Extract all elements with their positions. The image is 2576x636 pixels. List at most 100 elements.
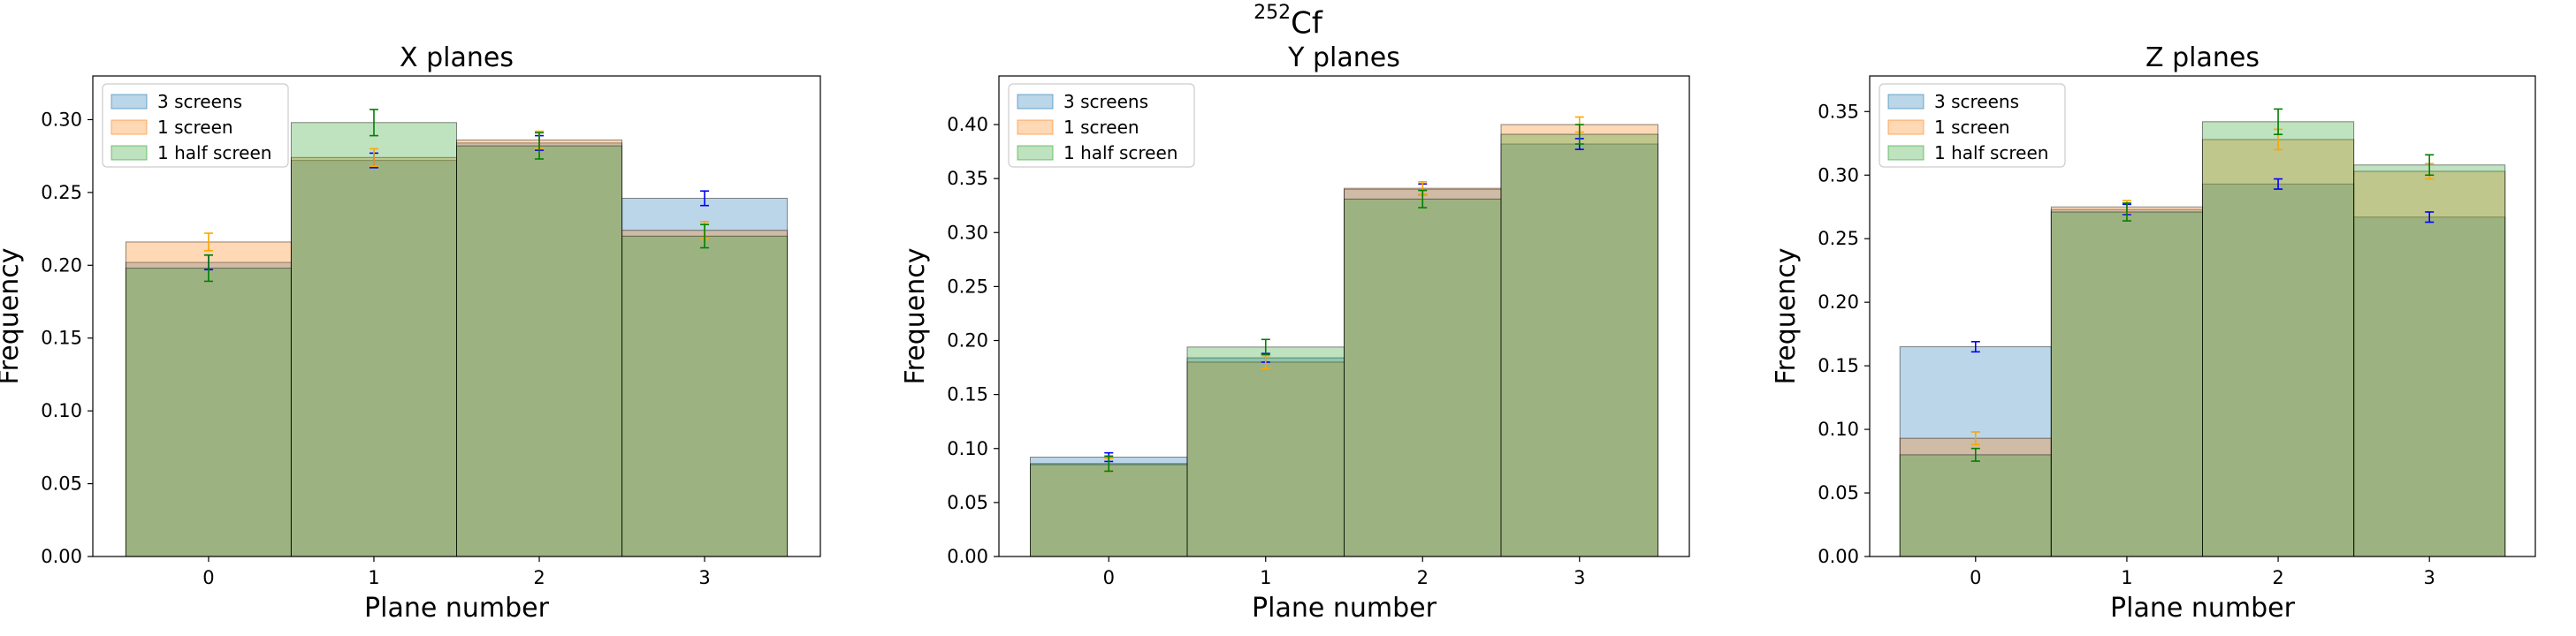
bar-3-screens-0 [1030,457,1188,557]
legend-label-3-screens: 3 screens [157,91,242,112]
bar-1-screen-1 [290,156,458,557]
bar-1-half-screen-1 [1186,346,1345,557]
bar-3-screens-1 [1186,357,1345,557]
bar-3-screens-2 [2202,183,2355,557]
bar-1-half-screen-1 [2050,211,2203,557]
bar-1-half-screen-2 [2202,121,2355,557]
y-tick-label-1: 0.05 [1818,482,1859,504]
figure-suptitle: 252Cf [0,2,2576,42]
bar-1-screen-2 [1344,187,1502,557]
legend-swatch-1-half-screen [111,145,148,161]
x-axis-label: Plane number [364,593,550,624]
bar-1-half-screen-0 [125,268,292,557]
y-tick-label-4: 0.20 [1818,292,1859,313]
bar-1-half-screen-3 [2353,164,2506,557]
legend-swatch-1-screen [1017,119,1054,135]
suptitle-isotope-mass: 252 [1254,2,1292,24]
bar-3-screens-0 [125,261,292,557]
bar-1-half-screen-0 [1899,454,2052,557]
x-tick-label-3: 3 [1574,567,1585,588]
y-tick-label-8: 0.40 [947,114,988,135]
legend-label-1-half-screen: 1 half screen [1934,142,2048,163]
y-tick-label-0: 0.00 [1818,546,1859,567]
bar-1-half-screen-3 [621,235,789,557]
x-tick-label-0: 0 [1970,567,1981,588]
bar-3-screens-3 [1500,143,1658,557]
y-tick-label-7: 0.35 [1818,101,1859,122]
legend-label-1-half-screen: 1 half screen [1063,142,1177,163]
bar-1-half-screen-0 [1030,463,1188,557]
bar-3-screens-2 [1344,188,1502,557]
bar-1-half-screen-2 [1344,198,1502,557]
legend-label-1-screen: 1 screen [157,117,233,138]
x-tick-label-3: 3 [698,567,710,588]
y-tick-label-6: 0.30 [1818,164,1859,186]
bar-1-screen-0 [1030,464,1188,557]
x-tick-label-1: 1 [2121,567,2132,588]
bar-1-screen-0 [125,241,292,557]
y-tick-label-3: 0.15 [41,328,82,349]
y-tick-label-4: 0.20 [41,254,82,276]
legend-swatch-3-screens [111,94,148,110]
bar-1-half-screen-2 [456,145,623,557]
y-tick-label-1: 0.05 [41,473,82,495]
legend-swatch-1-half-screen [1887,145,1924,161]
y-tick-label-4: 0.20 [947,330,988,352]
chart-panel-1: 0.00 0.05 0.10 0.15 0.20 0.25 0.30 0.35 0.40 0 1 2 3… [900,42,1690,624]
y-tick-label-0: 0.00 [41,546,82,567]
legend-label-3-screens: 3 screens [1063,91,1148,112]
bar-1-screen-3 [621,230,789,557]
chart-title: X planes [400,42,514,73]
bar-1-screen-3 [2353,170,2506,557]
x-tick-label-1: 1 [1260,567,1271,588]
bar-1-half-screen-1 [290,122,458,557]
legend-label-1-half-screen: 1 half screen [157,142,271,163]
suptitle-element: Cf [1291,5,1322,42]
y-axis-label: Frequency [1771,248,1802,385]
bar-3-screens-1 [2050,208,2203,557]
y-tick-label-1: 0.05 [947,492,988,513]
y-tick-label-3: 0.15 [1818,355,1859,376]
x-axis-label: Plane number [1252,593,1437,624]
chart-panel-2: 0.00 0.05 0.10 0.15 0.20 0.25 0.30 0.35 0 1 2 3 Z pl… [1771,42,2536,624]
bar-1-half-screen-3 [1500,133,1658,557]
bar-1-screen-3 [1500,124,1658,557]
x-tick-label-2: 2 [2272,567,2283,588]
bar-3-screens-3 [2353,216,2506,557]
bar-1-screen-2 [456,140,623,557]
bar-1-screen-1 [2050,206,2203,557]
y-tick-label-2: 0.10 [41,400,82,421]
bar-3-screens-2 [456,142,623,557]
y-tick-label-5: 0.25 [41,182,82,203]
plot-frame [998,75,1690,557]
legend-swatch-1-screen [1887,119,1924,135]
x-tick-label-0: 0 [202,567,214,588]
chart-title: Z planes [2145,42,2260,73]
plot-frame [92,75,821,557]
y-tick-label-2: 0.10 [1818,419,1859,440]
bar-1-screen-1 [1186,361,1345,557]
y-tick-label-6: 0.30 [41,109,82,130]
y-tick-label-3: 0.15 [947,384,988,405]
legend-box [1879,83,2066,168]
legend-label-1-screen: 1 screen [1063,117,1139,138]
legend-swatch-1-screen [111,119,148,135]
legend-box [1008,83,1195,168]
x-tick-label-2: 2 [1417,567,1429,588]
y-axis-label: Frequency [900,248,931,385]
y-tick-label-0: 0.00 [947,546,988,567]
bar-1-screen-2 [2202,139,2355,557]
plot-frame [1869,75,2536,557]
legend-swatch-1-half-screen [1017,145,1054,161]
x-tick-label-1: 1 [368,567,379,588]
legend-swatch-3-screens [1887,94,1924,110]
legend-label-1-screen: 1 screen [1934,117,2010,138]
chart-panel-0: 0.00 0.05 0.10 0.15 0.20 0.25 0.30 0 1 2 3 X planes… [0,42,821,624]
y-axis-label: Frequency [0,248,25,385]
legend-swatch-3-screens [1017,94,1054,110]
y-tick-label-5: 0.25 [1818,228,1859,249]
legend-box [102,83,289,168]
y-tick-label-7: 0.35 [947,168,988,189]
